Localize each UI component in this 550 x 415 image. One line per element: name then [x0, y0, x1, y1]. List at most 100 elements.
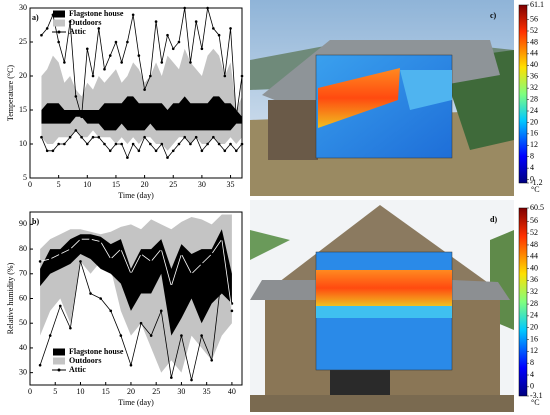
- legend-label: Flagstone house: [69, 9, 124, 18]
- colorbar-tick-label: 44: [530, 252, 538, 261]
- marker: [85, 142, 89, 146]
- marker: [126, 40, 129, 44]
- marker: [91, 74, 95, 78]
- marker: [120, 61, 123, 64]
- panel-label: d): [490, 215, 497, 224]
- marker: [97, 135, 101, 139]
- x-tick-label: 5: [53, 387, 57, 396]
- colorbar-tick-label: 36: [530, 275, 538, 284]
- line: [39, 261, 233, 381]
- marker: [183, 135, 187, 139]
- marker: [68, 135, 72, 139]
- marker: [103, 142, 106, 146]
- colorbar-tick-label: 16: [530, 334, 538, 343]
- x-tick-label: 0: [28, 387, 32, 396]
- marker: [131, 142, 135, 146]
- photo-d: [250, 200, 514, 412]
- marker: [38, 260, 42, 263]
- marker: [58, 304, 62, 308]
- marker: [210, 358, 214, 362]
- marker: [166, 156, 169, 159]
- marker: [220, 237, 224, 241]
- marker: [80, 115, 83, 119]
- photo-c: [250, 0, 514, 196]
- marker: [223, 74, 227, 78]
- y-tick-label: 40: [19, 343, 27, 352]
- y-axis-label: Relative humidity (%): [6, 262, 15, 334]
- marker: [69, 247, 72, 251]
- marker: [189, 142, 192, 146]
- y-tick-label: 25: [19, 37, 27, 46]
- x-tick-label: 20: [141, 180, 149, 189]
- colorbar-unit: °C: [531, 185, 540, 194]
- marker: [51, 149, 55, 153]
- marker: [212, 135, 215, 139]
- marker: [194, 20, 198, 23]
- colorbar-tick-label: 12: [530, 346, 538, 355]
- marker: [89, 292, 92, 295]
- marker: [137, 54, 141, 57]
- colorbar-tick-label: 48: [530, 37, 538, 46]
- colorbar-tick-label: 24: [530, 106, 538, 115]
- x-tick-label: 35: [227, 180, 235, 189]
- colorbar-tick-label: 44: [530, 49, 538, 58]
- marker: [200, 149, 204, 153]
- marker: [212, 27, 215, 30]
- y-tick-label: 50: [19, 318, 27, 327]
- colorbar-d: [518, 207, 528, 397]
- panel-label: b): [32, 217, 39, 226]
- marker: [45, 149, 49, 153]
- x-tick-label: 5: [57, 180, 61, 189]
- marker: [40, 135, 43, 139]
- marker: [149, 142, 152, 146]
- marker: [139, 252, 143, 256]
- y-tick-label: 10: [19, 139, 27, 148]
- colorbar-tick-label: 8: [530, 358, 534, 367]
- marker: [91, 135, 95, 139]
- marker: [108, 54, 112, 57]
- line: [41, 7, 243, 117]
- legend-marker: [57, 368, 61, 372]
- marker: [190, 378, 193, 382]
- colorbar-tick-label: 20: [530, 117, 538, 126]
- marker: [177, 40, 181, 44]
- colorbar-tick-label: 32: [530, 287, 538, 296]
- marker: [200, 47, 204, 51]
- plot: [38, 214, 234, 382]
- marker: [137, 149, 141, 153]
- marker: [220, 272, 224, 276]
- x-tick-label: 25: [169, 180, 177, 189]
- marker: [230, 309, 234, 313]
- marker: [229, 142, 232, 146]
- plot: [40, 6, 244, 159]
- colorbar-tick-label: 52: [530, 228, 538, 237]
- legend-swatch: [53, 357, 65, 365]
- marker: [89, 237, 92, 241]
- plot-frame: [29, 7, 243, 179]
- marker: [234, 149, 238, 153]
- marker: [119, 247, 123, 251]
- marker: [154, 149, 158, 153]
- y-tick-label: 70: [19, 269, 27, 278]
- x-axis-label: Time (day): [118, 398, 154, 407]
- marker: [170, 376, 173, 379]
- colorbar-tick-label: 60.5: [530, 203, 544, 212]
- marker: [57, 40, 60, 44]
- colorbar-tick-label: 40: [530, 60, 538, 69]
- marker: [194, 135, 198, 139]
- y-tick-label: 30: [19, 367, 27, 376]
- marker: [160, 142, 164, 146]
- marker: [68, 20, 72, 23]
- marker: [171, 47, 175, 51]
- marker: [58, 252, 62, 256]
- marker: [217, 33, 221, 37]
- colorbar-tick-label: -3.1: [530, 391, 543, 400]
- x-tick-label: 10: [83, 180, 91, 189]
- legend-marker: [57, 30, 61, 34]
- marker: [149, 74, 152, 78]
- marker: [234, 115, 238, 119]
- legend-swatch: [53, 19, 65, 27]
- marker: [171, 149, 175, 153]
- marker: [120, 142, 123, 146]
- marker: [85, 47, 89, 51]
